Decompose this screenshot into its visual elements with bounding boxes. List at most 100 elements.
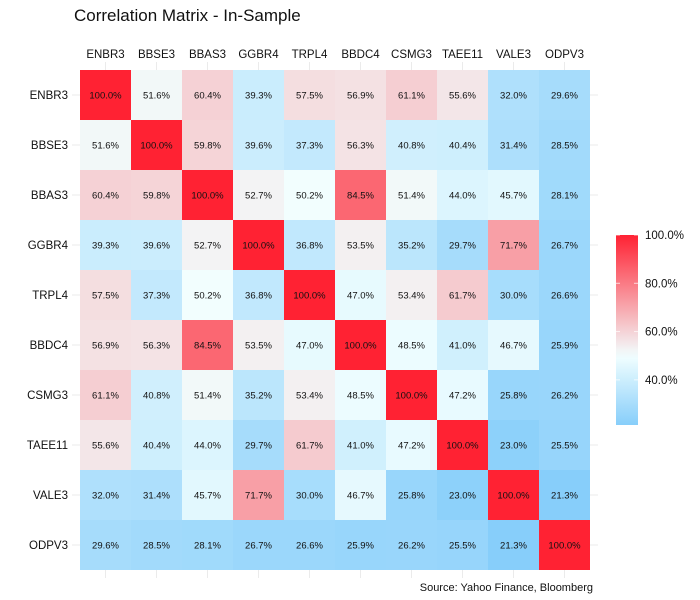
cell-value-label: 21.3%	[551, 491, 578, 502]
heatmap-cell	[80, 120, 131, 170]
cell-value-label: 26.2%	[551, 391, 578, 402]
heatmap-cell	[386, 270, 437, 320]
cell-value-label: 36.8%	[296, 241, 323, 252]
heatmap-cell	[80, 420, 131, 470]
cell-value-label: 61.7%	[449, 291, 476, 302]
cell-value-label: 100.0%	[446, 441, 479, 452]
heatmap-cell	[539, 270, 590, 320]
colorbar	[616, 235, 638, 425]
x-tick-label: VALE3	[496, 49, 531, 61]
heatmap-cell	[284, 320, 335, 370]
heatmap-cell	[131, 470, 182, 520]
cell-value-label: 26.7%	[551, 241, 578, 252]
heatmap-cell	[386, 170, 437, 220]
x-tick-label: ENBR3	[86, 49, 124, 61]
heatmap-cell	[437, 270, 488, 320]
heatmap-cell	[284, 520, 335, 570]
y-tick-label: TRPL4	[32, 290, 68, 302]
x-tick-label: CSMG3	[391, 49, 432, 61]
legend-tick-label: 80.0%	[645, 278, 678, 290]
cell-value-label: 41.0%	[449, 341, 476, 352]
cell-value-label: 100.0%	[89, 91, 122, 102]
heatmap-cell	[488, 70, 539, 120]
heatmap-cell	[488, 370, 539, 420]
x-tick-label: BBDC4	[341, 49, 380, 61]
cell-value-label: 60.4%	[194, 91, 221, 102]
cell-value-label: 23.0%	[500, 441, 527, 452]
heatmap-cell	[386, 370, 437, 420]
heatmap-cell	[284, 420, 335, 470]
heatmap-cell	[233, 70, 284, 120]
heatmap-cell	[284, 120, 335, 170]
heatmap-cell	[233, 270, 284, 320]
cell-value-label: 40.8%	[398, 141, 425, 152]
cell-value-label: 44.0%	[194, 441, 221, 452]
heatmap-cell	[131, 220, 182, 270]
heatmap-cell	[335, 420, 386, 470]
heatmap-cell	[80, 220, 131, 270]
y-tick-label: CSMG3	[27, 390, 68, 402]
cell-value-label: 84.5%	[347, 191, 374, 202]
heatmap-cell	[488, 270, 539, 320]
y-tick-label: VALE3	[33, 490, 68, 502]
heatmap-cell	[539, 420, 590, 470]
x-tick-label: ODPV3	[545, 49, 584, 61]
heatmap-cell	[437, 420, 488, 470]
heatmap-cell	[182, 70, 233, 120]
heatmap-cell	[437, 170, 488, 220]
cell-value-label: 32.0%	[92, 491, 119, 502]
heatmap-cell	[488, 170, 539, 220]
cell-value-label: 55.6%	[449, 91, 476, 102]
cell-value-label: 53.5%	[245, 341, 272, 352]
heatmap-cell	[386, 120, 437, 170]
cell-value-label: 25.9%	[347, 541, 374, 552]
cell-value-label: 25.5%	[449, 541, 476, 552]
cell-value-label: 36.8%	[245, 291, 272, 302]
heatmap-cell	[335, 70, 386, 120]
chart-title: Correlation Matrix - In-Sample	[74, 6, 301, 25]
cell-value-label: 41.0%	[347, 441, 374, 452]
cell-value-label: 100.0%	[140, 141, 173, 152]
cell-value-label: 53.5%	[347, 241, 374, 252]
cell-value-label: 30.0%	[296, 491, 323, 502]
heatmap-cell	[131, 420, 182, 470]
heatmap-cell	[488, 320, 539, 370]
y-tick-label: BBSE3	[31, 140, 68, 152]
cell-value-label: 48.5%	[398, 341, 425, 352]
cell-value-label: 37.3%	[296, 141, 323, 152]
heatmap-cell	[335, 220, 386, 270]
cell-value-label: 61.7%	[296, 441, 323, 452]
legend-tick-label: 40.0%	[645, 375, 678, 387]
heatmap-cell	[386, 470, 437, 520]
heatmap-cell	[335, 320, 386, 370]
cell-value-label: 32.0%	[500, 91, 527, 102]
heatmap-cell	[386, 520, 437, 570]
cell-value-label: 28.1%	[551, 191, 578, 202]
cell-value-label: 26.6%	[551, 291, 578, 302]
cell-value-label: 50.2%	[296, 191, 323, 202]
heatmap-cell	[284, 370, 335, 420]
cell-value-label: 47.2%	[449, 391, 476, 402]
cell-value-label: 23.0%	[449, 491, 476, 502]
cell-value-label: 47.2%	[398, 441, 425, 452]
cell-value-label: 61.1%	[398, 91, 425, 102]
heatmap-cell	[182, 120, 233, 170]
heatmap-cell	[284, 270, 335, 320]
cell-value-label: 26.6%	[296, 541, 323, 552]
x-tick-label: TRPL4	[292, 49, 328, 61]
heatmap-cell	[80, 370, 131, 420]
heatmap-cell	[539, 470, 590, 520]
cell-value-label: 40.8%	[143, 391, 170, 402]
cell-value-label: 40.4%	[449, 141, 476, 152]
heatmap-cell	[182, 520, 233, 570]
chart-caption: Source: Yahoo Finance, Bloomberg	[420, 582, 593, 594]
heatmap-cell	[386, 220, 437, 270]
heatmap-cell	[233, 170, 284, 220]
heatmap-cell	[284, 70, 335, 120]
cell-value-label: 47.0%	[296, 341, 323, 352]
legend-tick-label: 100.0%	[645, 230, 684, 242]
heatmap-cell	[131, 370, 182, 420]
heatmap-cell	[488, 420, 539, 470]
cell-value-label: 71.7%	[245, 491, 272, 502]
heatmap-cell	[335, 120, 386, 170]
